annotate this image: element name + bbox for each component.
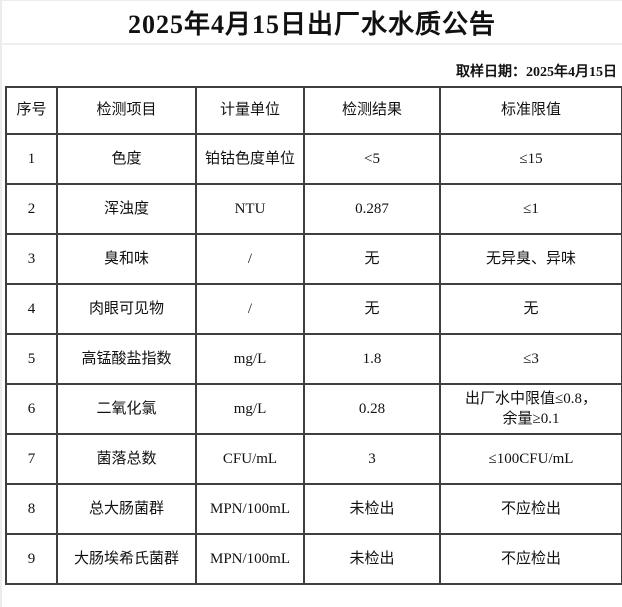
header-limit: 标准限值 [439, 86, 622, 135]
limit-cell: 出厂水中限值≤0.8， 余量≥0.1 [439, 383, 622, 435]
row-number-cell: 6 [5, 383, 58, 435]
item-cell: 肉眼可见物 [56, 283, 197, 335]
result-cell: 无 [303, 283, 441, 335]
result-cell: 1.8 [303, 333, 441, 385]
water-quality-table: 序号 检测项目 计量单位 检测结果 标准限值 1 色度 铂钴色度单位 <5 ≤1… [5, 86, 622, 585]
item-cell: 总大肠菌群 [56, 483, 197, 535]
unit-cell: MPN/100mL [195, 533, 305, 585]
sample-date-label: 取样日期：2025年4月15日 [456, 65, 617, 80]
page-title: 2025年4月15日出厂水水质公告 [2, 1, 622, 45]
item-cell: 大肠埃希氏菌群 [56, 533, 197, 585]
limit-cell: 不应检出 [439, 483, 622, 535]
limit-cell: ≤100CFU/mL [439, 433, 622, 485]
header-unit: 计量单位 [195, 86, 305, 135]
unit-cell: 铂钴色度单位 [195, 133, 305, 185]
unit-cell: NTU [195, 183, 305, 235]
result-cell: 未检出 [303, 483, 441, 535]
header-result: 检测结果 [303, 86, 441, 135]
table-row: 6 二氧化氯 mg/L 0.28 出厂水中限值≤0.8， 余量≥0.1 [5, 383, 622, 435]
table-header-row: 序号 检测项目 计量单位 检测结果 标准限值 [5, 86, 622, 135]
item-cell: 二氧化氯 [56, 383, 197, 435]
limit-cell: ≤3 [439, 333, 622, 385]
result-cell: 0.287 [303, 183, 441, 235]
result-cell: 3 [303, 433, 441, 485]
unit-cell: mg/L [195, 383, 305, 435]
result-cell: 未检出 [303, 533, 441, 585]
item-cell: 菌落总数 [56, 433, 197, 485]
limit-cell: ≤15 [439, 133, 622, 185]
row-number-cell: 1 [5, 133, 58, 185]
row-number-cell: 9 [5, 533, 58, 585]
row-number-cell: 8 [5, 483, 58, 535]
header-item: 检测项目 [56, 86, 197, 135]
limit-cell: 无异臭、异味 [439, 233, 622, 285]
limit-cell: 不应检出 [439, 533, 622, 585]
row-number-cell: 3 [5, 233, 58, 285]
item-cell: 高锰酸盐指数 [56, 333, 197, 385]
row-number-cell: 4 [5, 283, 58, 335]
unit-cell: / [195, 283, 305, 335]
unit-cell: / [195, 233, 305, 285]
unit-cell: mg/L [195, 333, 305, 385]
result-cell: 无 [303, 233, 441, 285]
result-cell: 0.28 [303, 383, 441, 435]
unit-cell: CFU/mL [195, 433, 305, 485]
row-number-cell: 7 [5, 433, 58, 485]
limit-cell: 无 [439, 283, 622, 335]
unit-cell: MPN/100mL [195, 483, 305, 535]
item-cell: 色度 [56, 133, 197, 185]
header-row-number: 序号 [5, 86, 58, 135]
row-number-cell: 5 [5, 333, 58, 385]
table-row: 2 浑浊度 NTU 0.287 ≤1 [5, 183, 622, 235]
item-cell: 臭和味 [56, 233, 197, 285]
row-number-cell: 2 [5, 183, 58, 235]
table-row: 5 高锰酸盐指数 mg/L 1.8 ≤3 [5, 333, 622, 385]
table-row: 3 臭和味 / 无 无异臭、异味 [5, 233, 622, 285]
item-cell: 浑浊度 [56, 183, 197, 235]
table-row: 1 色度 铂钴色度单位 <5 ≤15 [5, 133, 622, 185]
table-row: 8 总大肠菌群 MPN/100mL 未检出 不应检出 [5, 483, 622, 535]
table-row: 4 肉眼可见物 / 无 无 [5, 283, 622, 335]
result-cell: <5 [303, 133, 441, 185]
table-row: 7 菌落总数 CFU/mL 3 ≤100CFU/mL [5, 433, 622, 485]
table-row: 9 大肠埃希氏菌群 MPN/100mL 未检出 不应检出 [5, 533, 622, 585]
limit-cell: ≤1 [439, 183, 622, 235]
